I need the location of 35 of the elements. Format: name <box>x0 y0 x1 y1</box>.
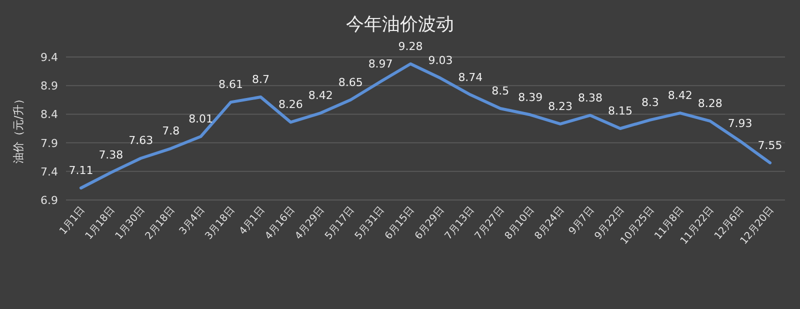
data-label: 8.42 <box>308 89 333 102</box>
y-tick-label: 8.9 <box>40 80 58 93</box>
data-label: 7.38 <box>98 148 124 162</box>
y-tick-label: 7.4 <box>40 165 58 178</box>
data-label: 8.15 <box>608 104 632 118</box>
data-label: 8.26 <box>278 98 303 112</box>
y-tick-label: 9.4 <box>40 51 58 64</box>
data-label: 7.8 <box>162 124 180 138</box>
data-label: 8.42 <box>668 89 692 102</box>
y-tick-label: 8.4 <box>40 108 58 122</box>
data-label: 9.03 <box>428 54 453 68</box>
data-label: 9.28 <box>398 40 423 53</box>
x-tick-label: 2月18日 <box>144 204 178 242</box>
data-label: 8.7 <box>252 73 270 86</box>
y-tick-label: 7.9 <box>40 136 58 150</box>
x-tick-label: 3月18日 <box>204 204 238 242</box>
data-label: 7.63 <box>128 134 154 148</box>
data-label: 8.61 <box>218 78 244 92</box>
data-label: 8.3 <box>641 96 659 109</box>
data-label: 8.38 <box>578 91 603 104</box>
data-label: 8.28 <box>698 97 722 110</box>
data-label: 8.65 <box>338 76 363 89</box>
y-tick-label: 6.9 <box>40 194 58 207</box>
data-label: 8.5 <box>492 84 510 98</box>
y-axis-title: 油价（元/升） <box>12 94 25 164</box>
data-label: 7.11 <box>68 164 94 177</box>
data-label: 7.93 <box>728 117 752 130</box>
data-label: 8.23 <box>548 100 573 113</box>
data-label: 7.55 <box>758 138 782 152</box>
data-label: 8.39 <box>518 90 543 104</box>
data-label: 8.74 <box>458 70 483 84</box>
data-label: 8.97 <box>368 58 393 71</box>
x-tick-label: 8月24日 <box>533 204 567 242</box>
data-label: 8.01 <box>188 112 214 126</box>
chart-title: 今年油价波动 <box>346 14 454 35</box>
